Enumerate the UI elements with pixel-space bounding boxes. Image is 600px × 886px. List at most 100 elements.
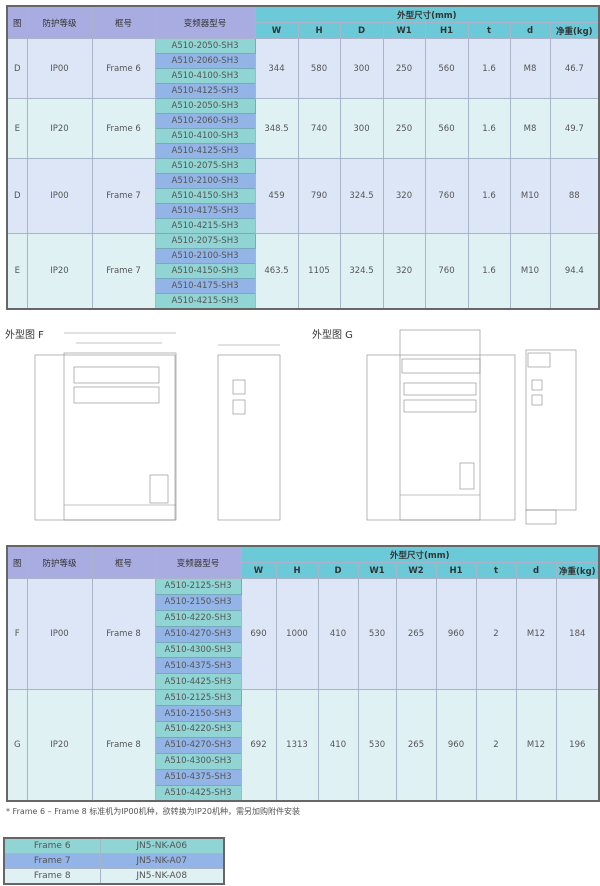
- model-cell: A510-4425-SH3: [154, 784, 242, 802]
- dimension-value: 1.6: [467, 233, 511, 310]
- header-dim: W: [254, 22, 299, 39]
- dimension-value: 250: [382, 98, 426, 159]
- accessory-part-number: JN5-NK-A07: [99, 853, 225, 869]
- model-cell: A510-4100-SH3: [154, 128, 256, 144]
- protection-cell: IP00: [26, 38, 93, 99]
- frame-cell: Frame 6: [91, 98, 156, 159]
- table-row: A510-2060-SH3: [7, 53, 599, 69]
- header-dim: d: [509, 22, 551, 39]
- model-cell: A510-4300-SH3: [154, 641, 242, 659]
- dimension-value: 1313: [275, 689, 319, 802]
- dimension-value: 760: [424, 233, 469, 310]
- dimension-table-frame-8: 图防护等级 框号 变频器型号 外型尺寸(mm) W H D W1 W2 H1 t d 净重(kg) F IP…: [6, 545, 600, 803]
- table-row: A510-4175-SH3: [7, 203, 599, 219]
- table-row: A510-2060-SH3: [7, 113, 599, 129]
- accessory-row: Frame 8 JN5-NK-A08: [3, 868, 225, 885]
- drawing-g-title: 外型图 G: [312, 330, 353, 341]
- model-cell: A510-4375-SH3: [154, 768, 242, 786]
- model-cell: A510-4270-SH3: [154, 736, 242, 754]
- dimension-value: 1.6: [467, 158, 511, 234]
- drawing-g-front: [366, 329, 516, 521]
- table-row: A510-4125-SH3: [7, 143, 599, 159]
- dimension-value: 196: [555, 689, 600, 802]
- dimension-value: 49.7: [549, 98, 600, 159]
- drawing-f-side: [217, 344, 281, 521]
- model-cell: A510-2060-SH3: [154, 113, 256, 129]
- figure-cell: F: [6, 577, 28, 691]
- dimension-value: 300: [339, 38, 384, 99]
- dimension-value: 265: [395, 689, 437, 802]
- accessory-frame: Frame 8: [3, 868, 101, 885]
- drawing-f-front: [34, 332, 177, 521]
- protection-cell: IP00: [26, 158, 93, 234]
- accessory-row: Frame 6 JN5-NK-A06: [3, 837, 225, 854]
- model-cell: A510-4215-SH3: [154, 293, 256, 310]
- header-row: 图防护等级 框号 变频器型号 外型尺寸(mm): [6, 545, 600, 579]
- header-dim: W2: [395, 562, 437, 579]
- dimension-value: M10: [509, 233, 551, 310]
- model-cell: A510-4300-SH3: [154, 752, 242, 770]
- header-dim: t: [467, 22, 511, 39]
- frame-cell: Frame 8: [91, 577, 156, 691]
- figure-cell: D: [6, 38, 28, 99]
- dimension-value: 463.5: [254, 233, 299, 310]
- protection-cell: IP20: [26, 98, 93, 159]
- dimension-value: 530: [357, 689, 397, 802]
- frame-cell: Frame 8: [91, 689, 156, 802]
- frame-cell: Frame 7: [91, 233, 156, 310]
- header-dim: 净重(kg): [549, 22, 600, 39]
- dimension-value: 250: [382, 38, 426, 99]
- dimension-value: 320: [382, 233, 426, 310]
- dimension-value: 580: [297, 38, 341, 99]
- accessory-part-number: JN5-NK-A06: [99, 837, 225, 854]
- model-cell: A510-4220-SH3: [154, 609, 242, 627]
- dimension-value: 2: [475, 577, 517, 691]
- protection-cell: IP20: [26, 689, 93, 802]
- model-cell: A510-2125-SH3: [154, 578, 242, 595]
- table-row: D IP00 Frame 6 A510-2050-SH3 344 580 300 250 560…: [6, 38, 600, 99]
- header-dim: t: [475, 562, 517, 579]
- header-dim: W1: [382, 22, 426, 39]
- model-cell: A510-4425-SH3: [154, 673, 242, 691]
- dimension-value: 1105: [297, 233, 341, 310]
- dimension-value: 690: [240, 577, 277, 691]
- table-row: A510-4300-SH3: [7, 752, 599, 770]
- model-cell: A510-2050-SH3: [154, 38, 256, 54]
- dimension-value: 1.6: [467, 98, 511, 159]
- dimension-value: 1000: [275, 577, 319, 691]
- dimension-value: 184: [555, 577, 600, 691]
- frame-cell: Frame 6: [91, 38, 156, 99]
- dimension-value: 2: [475, 689, 517, 802]
- accessory-frame: Frame 6: [3, 837, 101, 854]
- accessory-table: Frame 6 JN5-NK-A06 Frame 7 JN5-NK-A07 Frame …: [3, 837, 225, 885]
- figure-cell: G: [6, 689, 28, 802]
- header-dim: D: [317, 562, 359, 579]
- model-cell: A510-4175-SH3: [154, 278, 256, 294]
- header-model: 变频器型号: [154, 5, 256, 39]
- model-cell: A510-4125-SH3: [154, 83, 256, 99]
- dimension-value: 410: [317, 689, 359, 802]
- model-cell: A510-2100-SH3: [154, 248, 256, 264]
- dimension-value: 960: [435, 689, 477, 802]
- dimension-value: 320: [382, 158, 426, 234]
- header-dim: W: [240, 562, 277, 579]
- header-figure: 图: [6, 545, 28, 579]
- dimension-value: 760: [424, 158, 469, 234]
- dimension-value: 410: [317, 577, 359, 691]
- dimension-value: 790: [297, 158, 341, 234]
- dimension-value: M8: [509, 98, 551, 159]
- dimension-value: 692: [240, 689, 277, 802]
- model-cell: A510-2060-SH3: [154, 53, 256, 69]
- dimension-value: 960: [435, 577, 477, 691]
- protection-cell: IP20: [26, 233, 93, 310]
- protection-cell: IP00: [26, 577, 93, 691]
- frame-cell: Frame 7: [91, 158, 156, 234]
- figure-cell: D: [6, 158, 28, 234]
- dimension-value: 1.6: [467, 38, 511, 99]
- dimension-value: 324.5: [339, 158, 384, 234]
- dimension-value: 88: [549, 158, 600, 234]
- header-row: W H D W1 W2 H1 t d 净重(kg): [7, 562, 600, 579]
- dimension-value: 94.4: [549, 233, 600, 310]
- model-cell: A510-2050-SH3: [154, 98, 256, 114]
- header-frame: 框号: [91, 545, 156, 579]
